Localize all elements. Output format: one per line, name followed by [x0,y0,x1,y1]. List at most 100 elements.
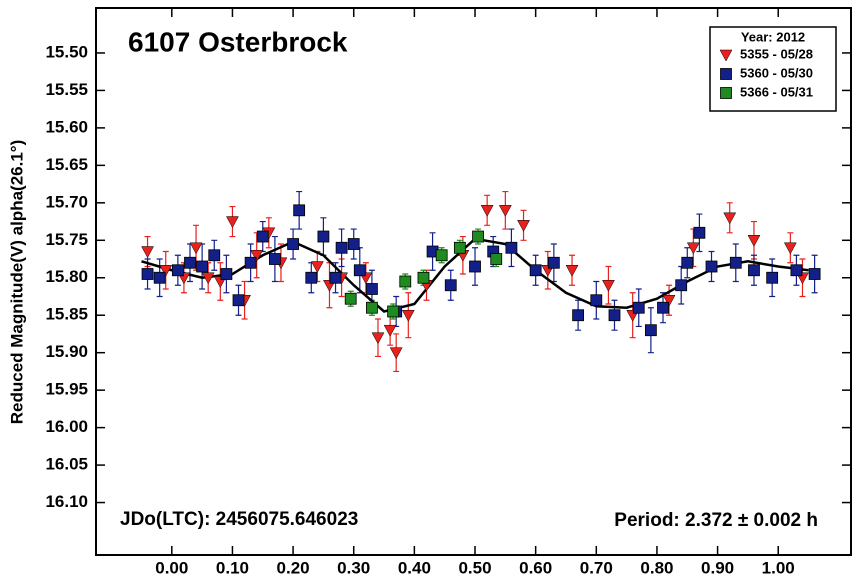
data-point [244,256,257,269]
data-point [268,253,281,265]
x-tick-label: 1.00 [762,558,795,577]
data-point [208,249,221,262]
y-tick-label: 15.65 [45,155,88,174]
y-tick-label: 16.00 [45,417,88,436]
x-tick-label: 0.90 [701,558,734,577]
y-tick-label: 16.10 [45,492,88,511]
data-point [572,309,585,322]
data-point [547,256,560,269]
y-tick-label: 15.90 [45,342,88,361]
y-tick-label: 15.75 [45,230,88,249]
data-point [287,238,299,250]
data-point [226,216,239,229]
data-point [498,205,512,217]
data-point [189,242,203,255]
chart-title: 6107 Osterbrock [128,26,348,57]
y-tick-label: 15.80 [45,267,88,286]
data-point [317,230,330,243]
data-point [748,264,760,277]
data-point [310,261,324,274]
data-point [435,249,448,262]
y-tick-label: 15.55 [45,80,88,99]
data-point [662,294,676,307]
data-point [723,212,737,225]
data-point [171,264,184,277]
data-point [747,235,761,247]
legend-marker [720,87,732,99]
y-tick-label: 15.70 [45,192,88,211]
data-point [705,260,718,273]
data-point [480,205,494,217]
x-tick-label: 0.50 [458,558,491,577]
data-point [686,242,700,255]
data-point [505,241,518,254]
data-point [444,279,457,292]
data-point [808,268,821,280]
data-point [472,230,484,243]
data-point [329,271,342,284]
y-tick-label: 16.05 [45,455,88,474]
legend-label: 5366 - 05/31 [740,84,813,99]
data-point [201,272,215,285]
data-point [675,279,688,292]
y-tick-label: 15.85 [45,305,88,324]
data-point [657,301,669,314]
data-point [632,301,645,314]
data-point [389,347,403,360]
y-tick-label: 15.95 [45,380,88,399]
data-point [681,256,694,269]
data-point [517,220,530,232]
data-point [371,332,385,345]
data-point [366,283,378,295]
data-point [783,242,797,255]
data-point [184,256,196,269]
data-point [565,265,579,277]
data-point [250,250,264,262]
data-point [401,309,415,322]
plot-frame [95,7,852,556]
data-point [417,271,430,284]
data-point [141,268,154,280]
legend-marker [720,68,732,80]
legend-title: Year: 2012 [741,29,805,44]
x-tick-label: 0.00 [155,558,188,577]
data-point [366,301,378,314]
data-point [256,230,269,243]
data-point [305,271,318,284]
legend-label: 5355 - 05/28 [740,46,813,61]
legend-label: 5360 - 05/30 [740,65,813,80]
x-tick-label: 0.40 [398,558,431,577]
data-point [602,279,615,292]
data-point [693,226,706,239]
data-point [347,238,360,250]
y-axis-label: Reduced Magnitude(V) alpha(26.1°) [7,140,26,425]
data-point [469,260,481,273]
data-point [399,275,412,288]
data-point [159,265,173,277]
data-point [387,305,400,318]
data-point [220,268,233,280]
legend-marker [719,49,733,62]
x-tick-label: 0.60 [519,558,552,577]
data-point [766,271,779,284]
data-point [383,324,397,337]
data-point [335,241,348,254]
x-tick-label: 0.70 [580,558,613,577]
annotation: Period: 2.372 ± 0.002 h [614,510,818,531]
y-tick-label: 15.50 [45,42,88,61]
data-point [490,253,503,265]
data-point [141,246,154,259]
data-point [344,292,357,305]
data-point [608,309,621,322]
data-point [232,294,245,307]
data-point [353,264,366,277]
data-point [729,256,742,269]
data-point [196,260,209,273]
data-point [644,324,657,337]
data-point [293,204,306,217]
x-tick-label: 0.10 [216,558,249,577]
x-tick-label: 0.30 [337,558,370,577]
y-tick-label: 15.60 [45,117,88,136]
data-point [790,264,803,277]
